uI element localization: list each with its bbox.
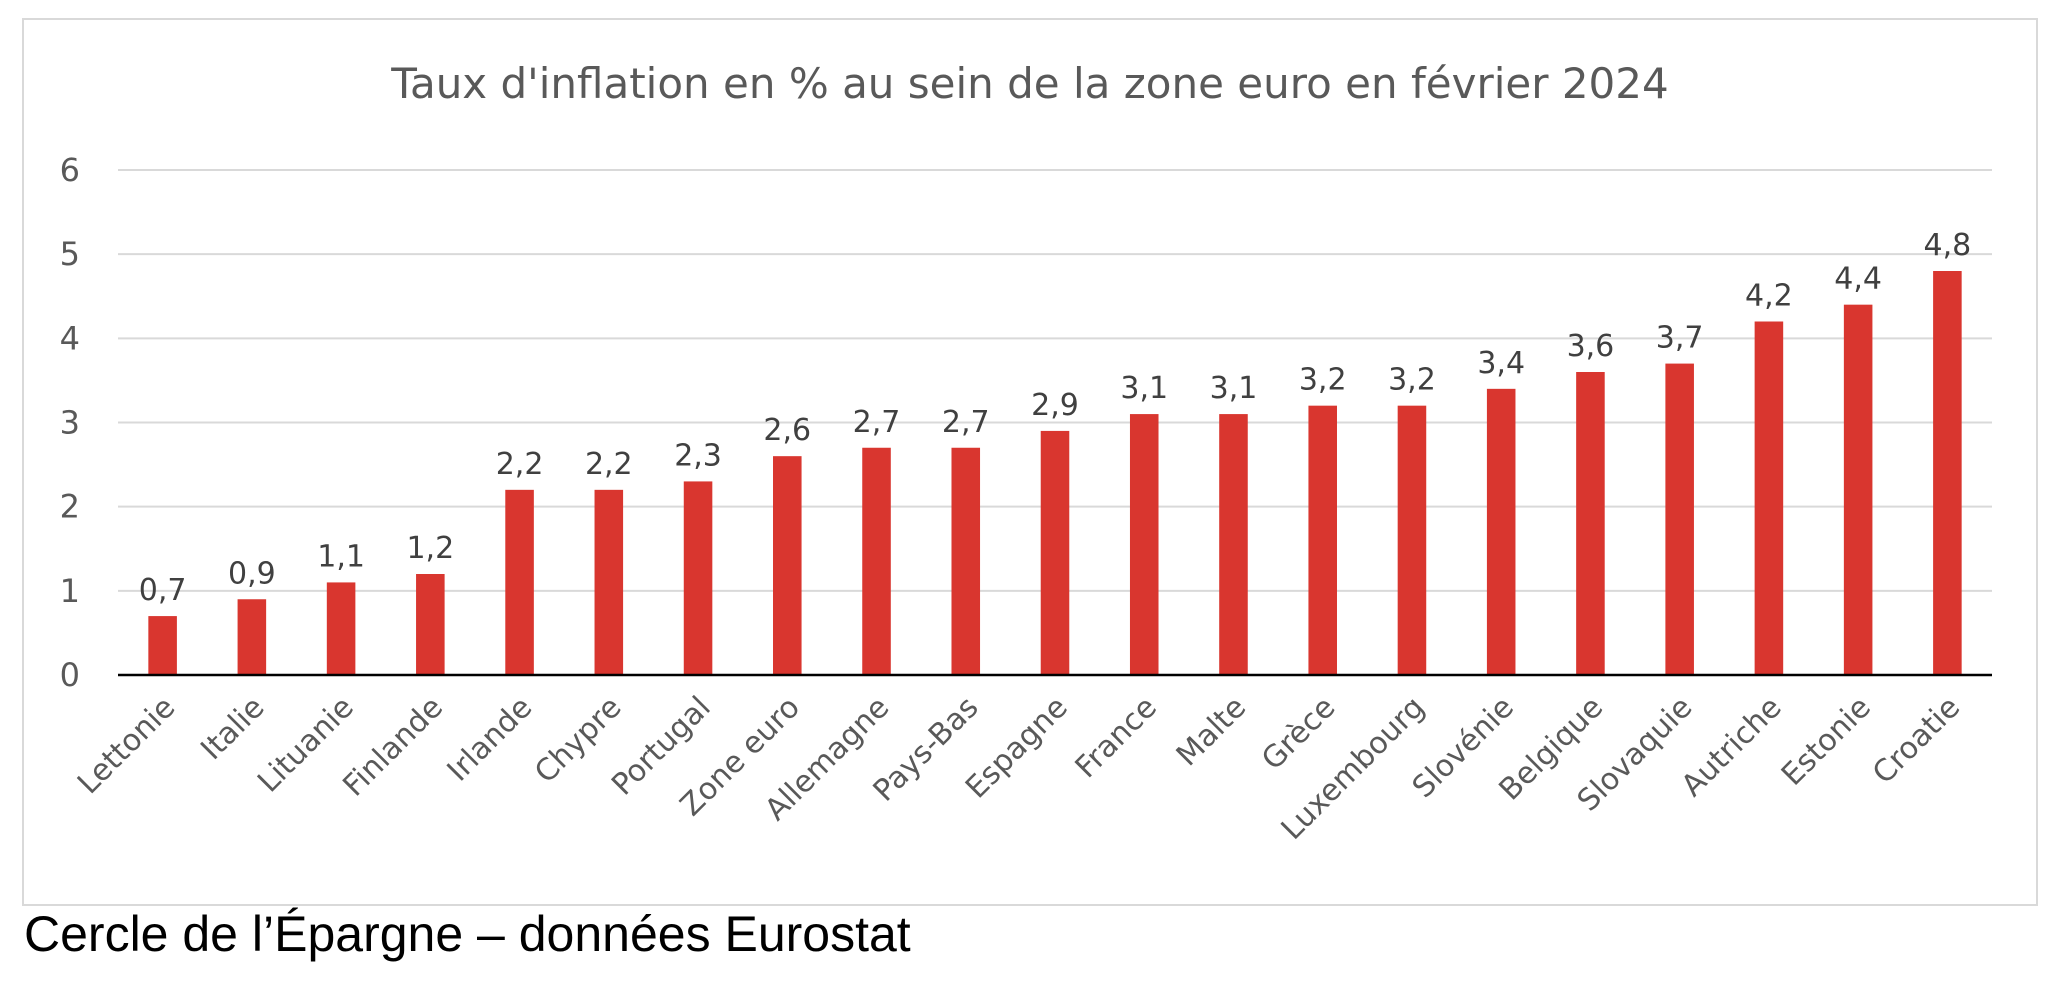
data-label: 0,9 — [228, 556, 276, 591]
y-tick-label: 6 — [60, 151, 80, 189]
source-caption: Cercle de l’Épargne – données Eurostat — [24, 906, 911, 962]
data-label: 2,9 — [1031, 388, 1079, 423]
x-tick-label: France — [1069, 690, 1164, 785]
y-tick-label: 2 — [60, 488, 80, 526]
x-tick-label: Grèce — [1255, 690, 1342, 777]
y-tick-label: 0 — [60, 656, 80, 694]
data-label: 3,4 — [1477, 346, 1525, 381]
bar — [505, 489, 534, 675]
data-label: 3,7 — [1656, 321, 1704, 356]
bar — [416, 574, 445, 675]
bar — [326, 582, 356, 675]
data-label: 2,2 — [585, 447, 633, 482]
data-label: 2,3 — [674, 438, 722, 473]
x-tick-label: Irlande — [441, 690, 540, 789]
bar — [148, 616, 177, 675]
data-label: 1,1 — [317, 539, 365, 574]
chart-frame — [22, 18, 2038, 906]
x-tick-label: Malte — [1170, 690, 1253, 773]
data-label: 2,2 — [496, 447, 544, 482]
data-label: 1,2 — [406, 531, 454, 566]
bar — [773, 456, 802, 675]
data-label: 2,7 — [942, 405, 990, 440]
data-labels: 0,7 0,9 1,1 1,2 2,2 2,2 2,3 2,6 2,7 2,7 2,9 3,1 3,1 3… — [139, 228, 1971, 608]
data-label: 3,2 — [1299, 363, 1347, 398]
x-tick-label: Autriche — [1675, 690, 1789, 804]
y-tick-label: 3 — [60, 404, 80, 442]
data-label: 4,2 — [1745, 279, 1793, 314]
x-tick-label: Croatie — [1866, 690, 1967, 791]
bar — [862, 447, 891, 675]
y-tick-label: 5 — [60, 235, 80, 273]
x-tick-label: Estonie — [1775, 690, 1878, 793]
data-label: 3,2 — [1388, 363, 1436, 398]
bar — [1129, 414, 1159, 675]
data-label: 3,1 — [1120, 371, 1168, 406]
x-tick-label: Lettonie — [71, 690, 182, 801]
data-label: 3,6 — [1567, 329, 1615, 364]
x-axis-ticks: Lettonie ItalieLituanieFinlandeIrlandeChy… — [71, 690, 1967, 847]
data-label: 4,4 — [1834, 262, 1882, 297]
chart-title: Taux d'inflation en % au sein de la zone… — [390, 59, 1668, 108]
bar — [1665, 363, 1694, 675]
bar — [1397, 405, 1427, 675]
bar — [1576, 372, 1605, 675]
data-label: 0,7 — [139, 573, 187, 608]
data-label: 3,1 — [1210, 371, 1258, 406]
bar — [1219, 414, 1248, 675]
y-axis-ticks: 0 1 2 3 4 5 6 — [60, 151, 80, 694]
bars — [148, 271, 1962, 675]
bar — [1754, 321, 1784, 675]
bar — [1843, 304, 1873, 675]
x-tick-label: Finlande — [336, 690, 450, 804]
bar — [1933, 271, 1962, 675]
bar — [1040, 430, 1070, 675]
bar-chart: Taux d'inflation en % au sein de la zone… — [60, 59, 1992, 847]
bar — [1308, 405, 1337, 675]
bar — [1486, 388, 1516, 675]
data-label: 2,6 — [763, 413, 811, 448]
y-tick-label: 1 — [60, 572, 80, 610]
data-label: 4,8 — [1924, 228, 1972, 263]
bar — [683, 481, 713, 675]
data-label: 2,7 — [853, 405, 901, 440]
bar — [951, 447, 981, 675]
bar — [594, 489, 624, 675]
bar — [237, 599, 267, 675]
x-tick-label: Italie — [194, 690, 271, 767]
y-tick-label: 4 — [60, 319, 80, 357]
